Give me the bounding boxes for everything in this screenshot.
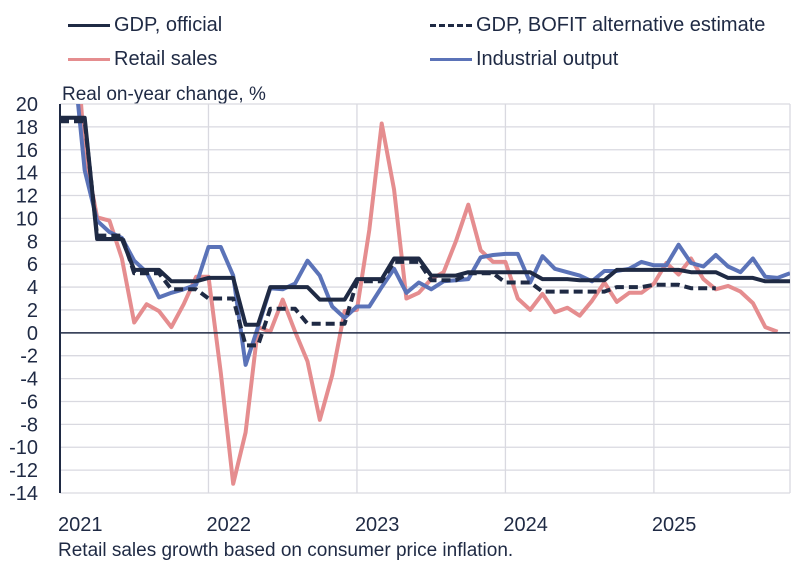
x-tick-label: 2025	[652, 514, 697, 536]
axes	[59, 104, 790, 493]
legend-item-gdp-bofit: GDP, BOFIT alternative estimate	[430, 14, 765, 37]
legend-swatch-solid	[68, 24, 110, 27]
x-tick-label: 2021	[58, 514, 103, 536]
x-tick-label: 2023	[355, 514, 400, 536]
y-tick-label: -10	[9, 437, 38, 459]
series-line-retail-sales	[79, 104, 779, 486]
y-tick-label: 12	[16, 186, 38, 208]
y-tick-label: 2	[27, 300, 38, 322]
y-tick-label: 10	[16, 208, 38, 230]
legend-swatch-solid	[430, 58, 472, 61]
legend-label: GDP, official	[114, 14, 223, 36]
y-tick-label: 18	[16, 117, 38, 139]
legend-label: Industrial output	[476, 48, 619, 70]
series-line-gdp-official	[60, 115, 790, 327]
x-tick-label: 2022	[206, 514, 251, 536]
legend-item-gdp-official: GDP, official	[68, 14, 222, 37]
legend-item-industrial-output: Industrial output	[430, 48, 618, 71]
legend-label: GDP, BOFIT alternative estimate	[476, 14, 766, 36]
y-tick-label: -12	[9, 460, 38, 482]
y-tick-label: -6	[20, 391, 38, 413]
y-axis-title: Real on-year change, %	[62, 84, 266, 105]
y-tick-label: 4	[27, 277, 38, 299]
y-tick-label: 0	[27, 323, 38, 345]
y-tick-label: 8	[27, 231, 38, 253]
y-tick-label: 6	[27, 254, 38, 276]
y-tick-label: 16	[16, 140, 38, 162]
chart-footnote: Retail sales growth based on consumer pr…	[58, 540, 514, 561]
y-tick-label: -4	[20, 369, 38, 391]
legend-label: Retail sales	[114, 48, 218, 70]
y-tick-label: -14	[9, 483, 38, 505]
y-tick-label: 14	[16, 163, 38, 185]
x-tick-labels: 2021 2022 2023 2024 2025	[58, 514, 696, 536]
y-tick-label: -2	[20, 346, 38, 368]
y-tick-label: 20	[16, 94, 38, 116]
series-lines	[60, 104, 790, 486]
legend-swatch-solid	[68, 58, 110, 61]
x-tick-label: 2024	[503, 514, 547, 536]
legend-swatch-dashed	[430, 24, 472, 27]
legend-item-retail-sales: Retail sales	[68, 48, 217, 71]
y-tick-label: -8	[20, 414, 38, 436]
gridlines	[60, 103, 791, 494]
